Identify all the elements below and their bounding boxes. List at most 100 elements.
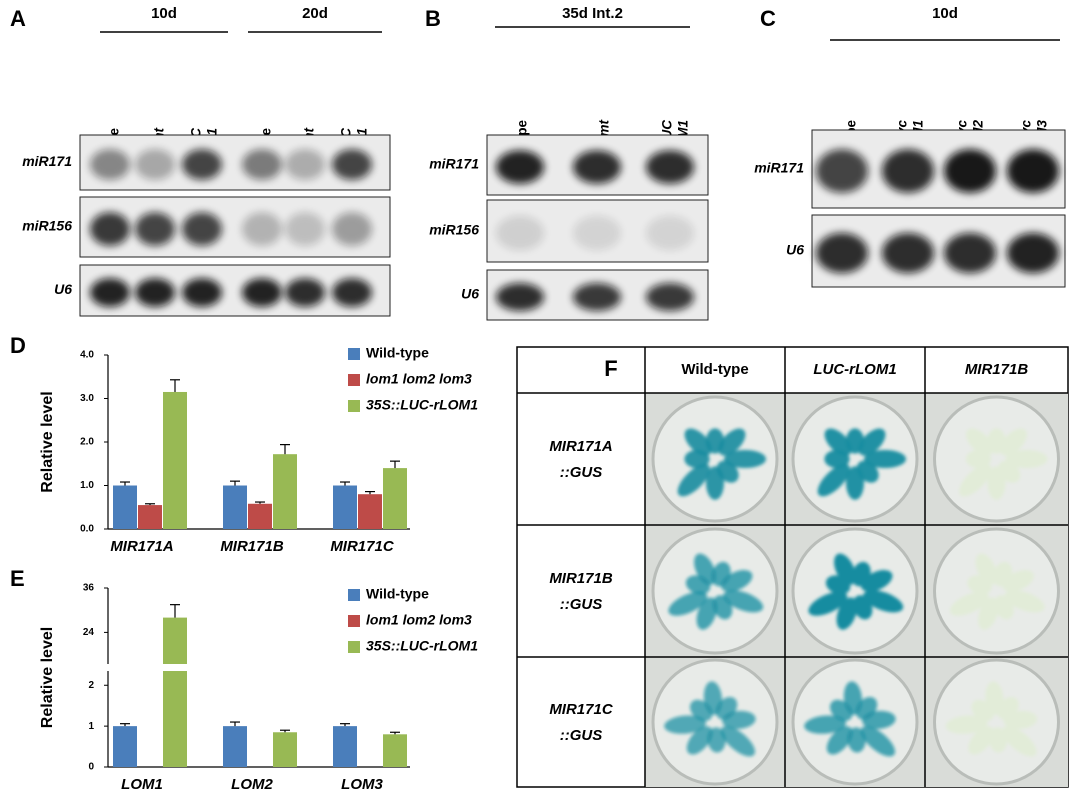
band (882, 232, 934, 274)
leaf (1005, 450, 1048, 468)
row-label: U6 (786, 242, 804, 258)
error-bar (340, 723, 350, 727)
axis-break (103, 664, 410, 671)
group-label: 35d Int.2 (562, 5, 623, 22)
band (242, 212, 282, 246)
leaf (945, 715, 988, 734)
seedling (804, 681, 896, 757)
leaf (959, 464, 992, 497)
bar (113, 726, 137, 767)
leaf (817, 464, 850, 497)
band (646, 215, 694, 251)
bar (383, 734, 407, 767)
bar (333, 485, 357, 529)
legend-label: Wild-type (366, 345, 429, 361)
band (646, 283, 694, 311)
seedling (817, 428, 906, 500)
leaf (966, 428, 994, 456)
leaf (846, 466, 864, 500)
leaf (723, 590, 764, 613)
row-label: miR171 (754, 160, 804, 176)
leaf (826, 726, 853, 755)
x-tick-label: MIR171C (330, 538, 395, 555)
leaf (994, 595, 1014, 620)
legend-label: 35S::LUC-rLOM1 (366, 397, 478, 413)
row-label: miR171 (22, 153, 72, 169)
band (816, 149, 868, 193)
leaf (834, 553, 856, 585)
legend-swatch (348, 641, 360, 653)
leaf (949, 591, 989, 616)
row-header: MIR171A (549, 438, 612, 455)
leaf (861, 570, 893, 592)
error-bar (120, 481, 130, 486)
band (332, 212, 372, 246)
leaf (706, 466, 724, 500)
leaf (858, 428, 886, 456)
error-bar (170, 604, 180, 618)
leaf (836, 597, 858, 630)
y-tick-label: 0.0 (80, 524, 94, 535)
bar (273, 454, 297, 529)
leaf (987, 466, 1006, 500)
leaf (677, 464, 710, 497)
legend-swatch (348, 615, 360, 627)
leaf (1002, 726, 1037, 757)
band (135, 212, 175, 246)
leaf (684, 428, 712, 456)
leaf (712, 595, 733, 620)
row-label: U6 (54, 281, 72, 297)
petri-dish (791, 527, 919, 655)
leaf (968, 726, 994, 755)
leaf (808, 591, 848, 616)
group-label: 10d (932, 5, 958, 22)
band (332, 149, 372, 180)
column-header: LUC-rLOM1 (813, 361, 896, 378)
band (573, 215, 621, 251)
bar (223, 485, 247, 529)
bar (358, 494, 382, 529)
leaf (703, 681, 722, 715)
legend-label: lom1 lom2 lom3 (366, 371, 472, 387)
legend-label: Wild-type (366, 586, 429, 602)
row-header: MIR171C (549, 701, 614, 718)
y-tick-label: 1.0 (80, 480, 94, 491)
legend-swatch (348, 400, 360, 412)
leaf (862, 710, 896, 729)
seedling (949, 553, 1045, 630)
column-header: Wild-type (681, 361, 748, 378)
band (944, 149, 996, 193)
y-tick-label: 3.0 (80, 393, 94, 404)
leaf (852, 595, 873, 620)
leaf (843, 681, 862, 715)
error-bar (365, 490, 375, 495)
column-header: MIR171B (965, 361, 1029, 378)
panel-letter: A (10, 6, 26, 31)
leaf (978, 597, 999, 630)
y-tick-label: 2 (88, 680, 94, 691)
leaf (724, 450, 766, 468)
seedling (959, 428, 1048, 500)
seedling (945, 681, 1038, 757)
x-tick-label: LOM2 (231, 776, 273, 793)
legend-swatch (348, 374, 360, 386)
leaf (1003, 710, 1038, 729)
leaf (721, 570, 753, 592)
band (1007, 149, 1059, 193)
row-label: U6 (461, 286, 479, 302)
band (332, 278, 372, 307)
seedling (664, 681, 756, 757)
error-bar (280, 444, 290, 455)
leaf (999, 428, 1027, 456)
error-bar (390, 460, 400, 469)
error-bar (120, 723, 130, 727)
row-header: ::GUS (560, 464, 603, 481)
seedling (808, 553, 904, 630)
petri-dish (651, 527, 779, 655)
leaf (694, 553, 716, 585)
root: A10d20dWild-typelomt35S::LUC-rLOM1Wild-t… (10, 5, 1069, 793)
band (90, 149, 130, 180)
bar (223, 726, 247, 767)
leaf (686, 726, 713, 755)
